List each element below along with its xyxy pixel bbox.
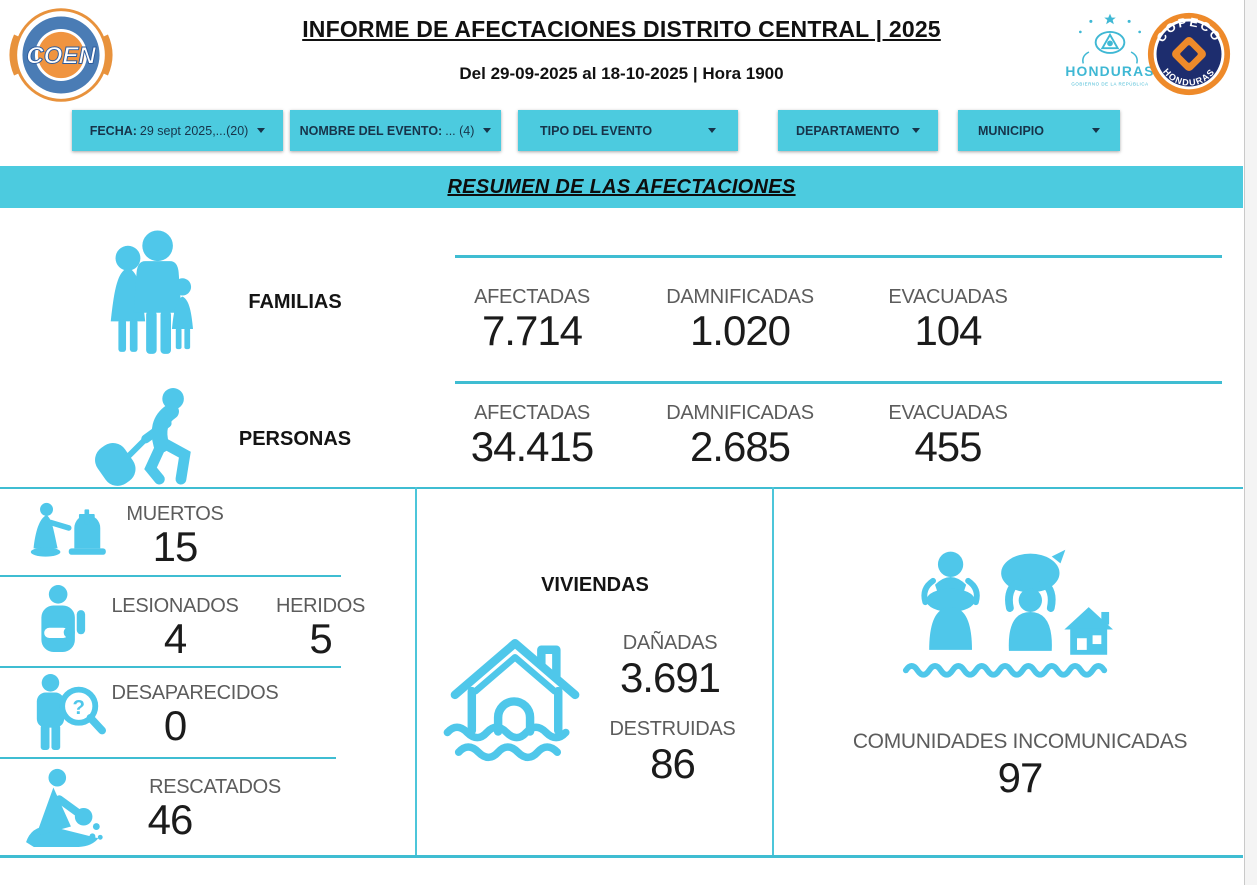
svg-text:GOBIERNO DE LA REPÚBLICA: GOBIERNO DE LA REPÚBLICA xyxy=(1071,81,1148,86)
chevron-down-icon xyxy=(257,128,266,133)
filter-tipo-evento-dropdown[interactable]: TIPO DEL EVENTO xyxy=(518,110,738,151)
comunidades-incomunicadas-label: COMUNIDADES INCOMUNICADAS xyxy=(852,730,1188,753)
panel-vertical-divider-left xyxy=(415,487,417,857)
personas-afectadas-label: AFECTADAS xyxy=(474,402,590,424)
familias-afectadas-value: 7.714 xyxy=(481,307,583,354)
svg-text:?: ? xyxy=(72,696,85,719)
mourner-grave-icon xyxy=(30,502,106,557)
svg-text:HONDURAS: HONDURAS xyxy=(1065,63,1154,79)
flooded-community-icon xyxy=(902,549,1113,678)
svg-text:COEN: COEN xyxy=(26,43,96,70)
filter-fecha-dropdown[interactable]: FECHA: 29 sept 2025,...(20) xyxy=(72,110,283,151)
rescatados-label: RESCATADOS xyxy=(149,776,281,798)
filter-departamento-dropdown[interactable]: DEPARTAMENTO xyxy=(778,110,938,151)
viviendas-danadas-value: 3.691 xyxy=(619,654,721,701)
filter-municipio-label: MUNICIPIO xyxy=(978,123,1044,138)
filter-nombre-evento-dropdown[interactable]: NOMBRE DEL EVENTO: ... (4) xyxy=(290,110,501,151)
rescuer-icon xyxy=(26,768,103,848)
lesionados-label: LESIONADOS xyxy=(111,595,239,617)
personas-evacuadas-label: EVACUADAS xyxy=(888,402,1008,424)
personas-afectadas-value: 34.415 xyxy=(470,423,594,470)
chevron-down-icon xyxy=(708,128,716,133)
personas-damnificadas-label: DAMNIFICADAS xyxy=(666,402,814,424)
familias-divider-line xyxy=(455,255,1222,258)
viviendas-danadas-label: DAÑADAS xyxy=(622,632,718,654)
viviendas-section-label: VIVIENDAS xyxy=(541,574,649,596)
personas-divider-line xyxy=(455,381,1222,384)
familias-evacuadas-label: EVACUADAS xyxy=(888,286,1008,308)
filter-fecha-value: 29 sept 2025,...(20) xyxy=(139,123,249,138)
page-margin xyxy=(1244,0,1257,885)
summary-banner-title: RESUMEN DE LAS AFECTACIONES xyxy=(447,175,796,198)
lesionados-value: 4 xyxy=(163,615,187,662)
copeco-logo-icon: COPECO HONDURAS xyxy=(1147,12,1231,96)
heridos-value: 5 xyxy=(309,615,332,662)
page-title: INFORME DE AFECTACIONES DISTRITO CENTRAL… xyxy=(302,16,941,42)
main-section-divider xyxy=(0,487,1243,489)
chevron-down-icon xyxy=(483,128,492,133)
summary-banner: RESUMEN DE LAS AFECTACIONES xyxy=(0,166,1243,208)
rescatados-value: 46 xyxy=(147,796,194,843)
evacuee-person-icon xyxy=(95,388,191,486)
viviendas-destruidas-value: 86 xyxy=(650,740,696,787)
casualty-row-divider xyxy=(0,666,341,668)
honduras-government-logo-icon: HONDURAS GOBIERNO DE LA REPÚBLICA xyxy=(1065,13,1154,86)
personas-section-label: PERSONAS xyxy=(238,428,352,450)
chevron-down-icon xyxy=(912,128,920,133)
filter-departamento-label: DEPARTAMENTO xyxy=(796,123,900,138)
filter-nombre-evento-label: NOMBRE DEL EVENTO: xyxy=(299,123,443,138)
filter-fecha-label: FECHA: xyxy=(89,123,137,138)
filter-nombre-evento-value: ... (4) xyxy=(445,123,475,138)
comunidades-incomunicadas-value: 97 xyxy=(997,754,1044,801)
familias-damnificadas-value: 1.020 xyxy=(689,307,791,354)
familias-damnificadas-label: DAMNIFICADAS xyxy=(666,286,814,308)
coen-logo-icon: COEN xyxy=(9,8,113,102)
muertos-value: 15 xyxy=(152,523,199,570)
bottom-border-line xyxy=(0,855,1243,858)
filter-tipo-evento-label: TIPO DEL EVENTO xyxy=(540,123,653,138)
desaparecidos-label: DESAPARECIDOS xyxy=(111,682,279,704)
heridos-label: HERIDOS xyxy=(275,595,366,617)
personas-damnificadas-value: 2.685 xyxy=(689,423,791,470)
flooded-house-icon xyxy=(443,638,580,762)
desaparecidos-value: 0 xyxy=(163,702,187,749)
casualty-row-divider xyxy=(0,575,341,577)
chevron-down-icon xyxy=(1092,128,1100,133)
familias-afectadas-label: AFECTADAS xyxy=(474,286,590,308)
muertos-label: MUERTOS xyxy=(126,503,224,525)
filter-municipio-dropdown[interactable]: MUNICIPIO xyxy=(958,110,1120,151)
page-subtitle: Del 29-09-2025 al 18-10-2025 | Hora 1900 xyxy=(459,64,784,83)
personas-evacuadas-value: 455 xyxy=(914,423,982,470)
family-icon xyxy=(110,230,193,354)
familias-section-label: FAMILIAS xyxy=(248,291,342,313)
casualty-row-divider xyxy=(0,757,336,759)
viviendas-destruidas-label: DESTRUIDAS xyxy=(609,718,736,740)
familias-evacuadas-value: 104 xyxy=(914,307,982,354)
missing-person-icon: ? xyxy=(36,674,106,751)
injured-person-icon xyxy=(41,585,86,652)
panel-vertical-divider-right xyxy=(772,487,774,857)
